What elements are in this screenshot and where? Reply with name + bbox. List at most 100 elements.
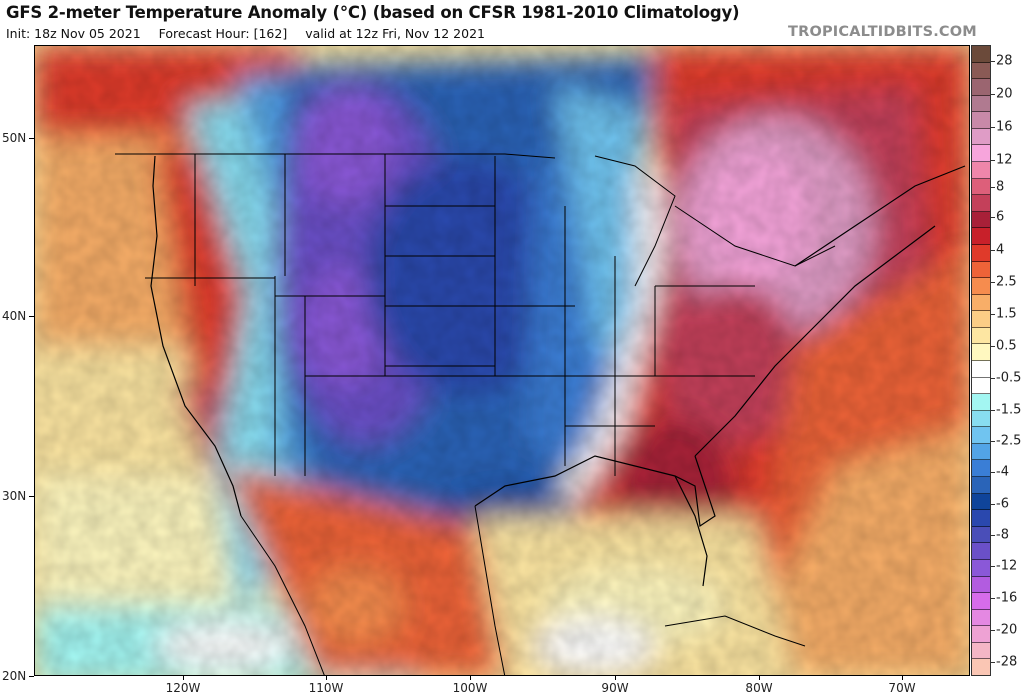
colorbar-label: -2.5 [996,433,1022,449]
colorbar-swatch [972,626,990,643]
colorbar-label: 6 [996,209,1005,225]
longitude-tick [183,676,184,680]
latitude-label: 20N [2,669,27,683]
colorbar-swatch [972,443,990,461]
longitude-label: 80W [745,681,773,695]
colorbar-tick [991,187,995,188]
colorbar-tick [991,282,995,283]
longitude-tick [902,676,903,680]
colorbar-tick [991,378,995,379]
latitude-tick [29,676,34,677]
colorbar-swatch [972,95,990,113]
colorbar-swatch [972,62,990,80]
longitude-label: 70W [888,681,916,695]
colorbar-swatch [972,162,990,179]
colorbar-tick [991,630,995,631]
colorbar-label: 4 [996,242,1005,258]
colorbar-swatch [972,344,990,361]
colorbar-swatch [972,659,990,675]
colorbar-label: 12 [996,152,1013,168]
temperature-anomaly-map [34,45,970,676]
colorbar-tick [991,472,995,473]
colorbar-swatch [972,526,990,544]
colorbar-swatch [972,128,990,146]
colorbar-label: -20 [996,622,1018,638]
colorbar-swatch [972,294,990,312]
colorbar-swatch [972,79,990,96]
colorbar-label: 28 [996,53,1013,69]
init-time: Init: 18z Nov 05 2021 [6,26,141,41]
latitude-label: 40N [2,309,27,323]
colorbar-swatch [972,576,990,594]
colorbar-swatch [972,377,990,395]
colorbar-tick [991,410,995,411]
colorbar-swatch [972,543,990,560]
colorbar-tick [991,566,995,567]
colorbar-tick [991,535,995,536]
map-subtitle: Init: 18z Nov 05 2021 Forecast Hour: [16… [6,26,499,41]
colorbar-swatch [972,178,990,196]
colorbar-swatch [972,244,990,262]
colorbar-tick [991,94,995,95]
latitude-tick [29,138,34,139]
latitude-tick [29,316,34,317]
colorbar-swatch [972,427,990,444]
colorbar-swatch [972,195,990,212]
colorbar-tick [991,504,995,505]
longitude-tick [326,676,327,680]
longitude-label: 90W [601,681,629,695]
colorbar [971,45,991,676]
colorbar-swatch [972,360,990,378]
colorbar-label: 16 [996,119,1013,135]
colorbar-tick [991,61,995,62]
colorbar-swatch [972,394,990,411]
longitude-tick [615,676,616,680]
map-title: GFS 2-meter Temperature Anomaly (°C) (ba… [6,3,740,22]
colorbar-tick [991,250,995,251]
longitude-label: 100W [452,681,488,695]
colorbar-swatch [972,261,990,279]
colorbar-label: -1.5 [996,402,1022,418]
colorbar-swatch [972,145,990,163]
colorbar-label: -0.5 [996,370,1022,386]
longitude-tick [470,676,471,680]
colorbar-label: -6 [996,496,1009,512]
colorbar-swatch [972,327,990,345]
colorbar-swatch [972,477,990,494]
colorbar-swatch [972,278,990,295]
colorbar-tick [991,217,995,218]
longitude-tick [759,676,760,680]
colorbar-tick [991,662,995,663]
latitude-tick [29,496,34,497]
colorbar-swatch [972,510,990,527]
colorbar-label: -12 [996,558,1018,574]
colorbar-swatch [972,493,990,511]
colorbar-label: 1.5 [996,306,1017,322]
colorbar-swatch [972,559,990,577]
colorbar-swatch [972,609,990,627]
brand-watermark: TROPICALTIDBITS.COM [788,24,977,40]
longitude-label: 120W [165,681,201,695]
colorbar-swatch [972,211,990,229]
latitude-label: 30N [2,489,27,503]
longitude-label: 110W [308,681,344,695]
colorbar-swatch [972,460,990,478]
colorbar-tick [991,127,995,128]
colorbar-swatch [972,593,990,610]
colorbar-swatch [972,228,990,245]
colorbar-tick [991,160,995,161]
colorbar-tick [991,314,995,315]
valid-time: valid at 12z Fri, Nov 12 2021 [305,26,485,41]
forecast-hour: Forecast Hour: [162] [158,26,288,41]
colorbar-tick [991,441,995,442]
colorbar-label: -4 [996,464,1009,480]
colorbar-label: 8 [996,179,1005,195]
colorbar-label: 2.5 [996,274,1017,290]
colorbar-label: 20 [996,86,1013,102]
colorbar-label: -8 [996,527,1009,543]
colorbar-tick [991,598,995,599]
colorbar-swatch [972,112,990,129]
colorbar-swatch [972,410,990,428]
latitude-label: 50N [2,131,27,145]
colorbar-tick [991,346,995,347]
